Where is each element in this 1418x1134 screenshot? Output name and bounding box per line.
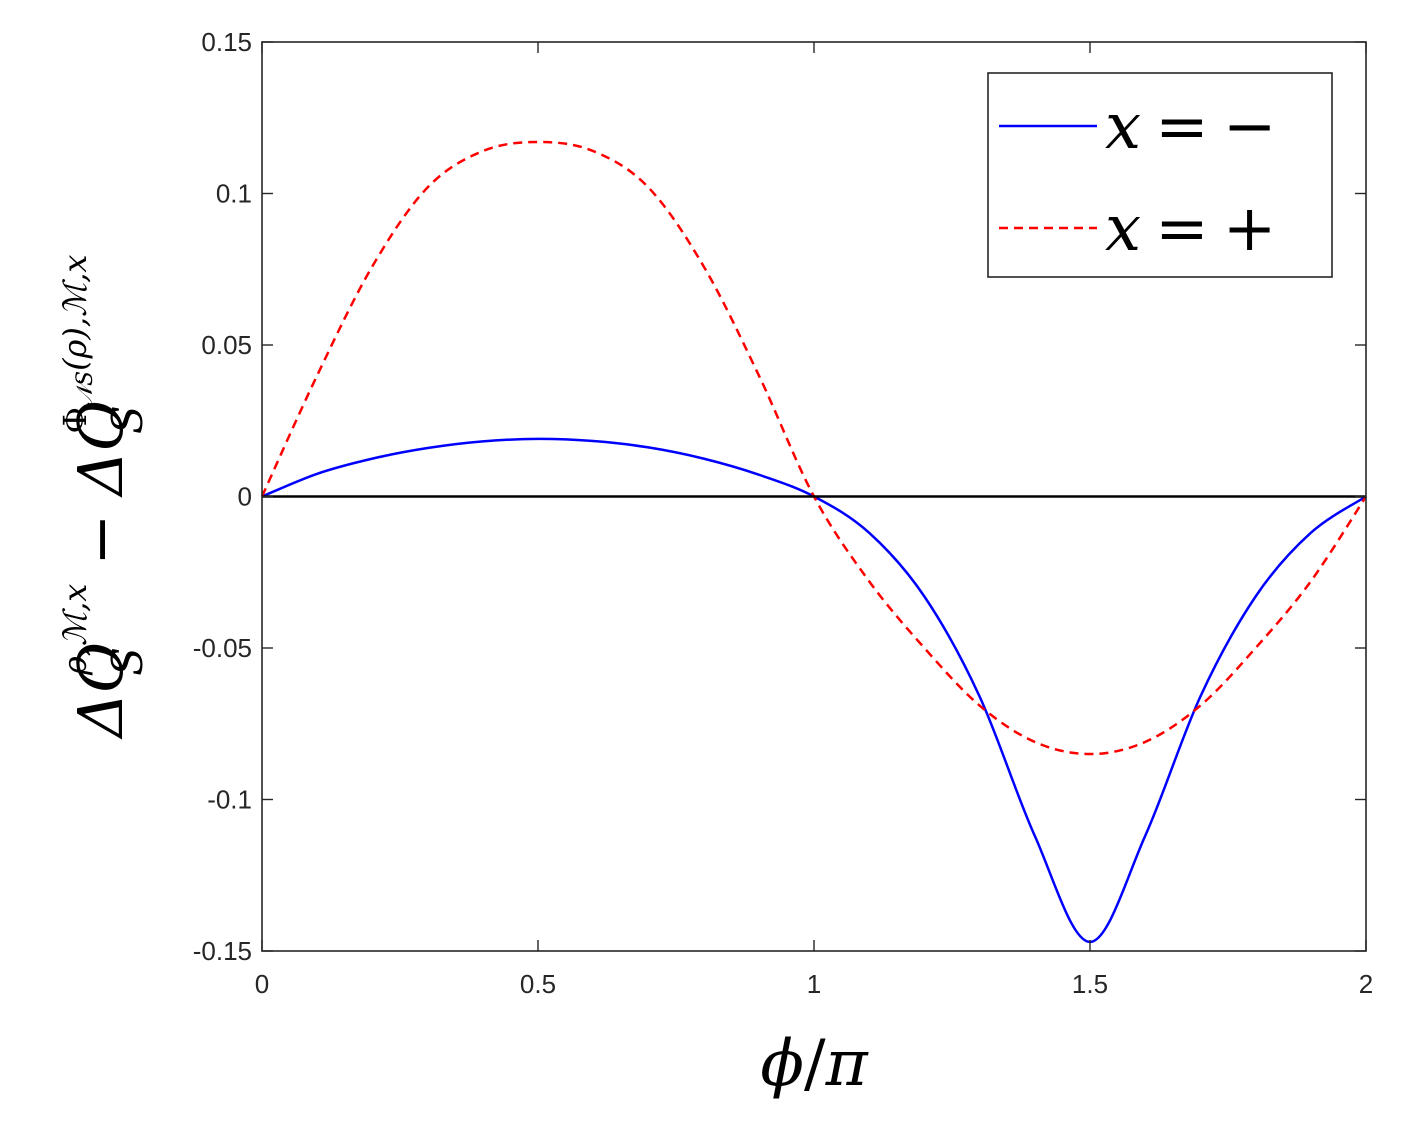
y-label-sub-2: S [103,405,152,434]
x-tick-label: 0.5 [520,969,556,999]
x-tick-label: 1 [807,969,821,999]
y-tick-label: 0 [238,482,252,512]
y-tick-label: -0.05 [193,633,252,663]
x-label-sep: / [804,1027,826,1101]
series-line-x-plus [260,140,1368,756]
legend-var: x [1105,192,1141,266]
y-label-lead: ΔO [64,642,137,740]
y-label-sup2-base: Φ [56,407,94,433]
x-tick-label: 2 [1359,969,1373,999]
legend-box [987,72,1333,278]
y-label-minus: − [64,514,137,566]
y-label-sub: S [103,647,152,676]
series-layer [260,140,1368,944]
y-label-lead-2: ΔO [64,400,137,498]
y-label-sup1: ρ,ℳ,x [56,584,94,676]
x-tick-label: 0 [255,969,269,999]
x-label-var: ϕ [760,1027,804,1101]
y-axis-label: ΔOSρ,ℳ,x−ΔOSΦ𝒩S(ρ),ℳ,x [56,255,152,740]
legend-var: x [1105,90,1141,164]
y-tick-label: 0.1 [216,179,252,209]
x-label-den: π [825,1027,869,1101]
x-tick-label: 1.5 [1072,969,1108,999]
y-label-sup2-rest: (ρ),ℳ,x [56,255,94,371]
y-tick-label: -0.15 [193,936,252,966]
x-axis-label: ϕ/π [760,1027,868,1101]
legend-sign: − [1223,90,1277,164]
legend-op: = [1155,192,1209,266]
y-tick-label: 0.05 [201,330,252,360]
legend-label-x-plus: x = + [1105,192,1276,266]
legend-label-x-minus: x = − [1105,90,1276,164]
y-label-sup2-sub: 𝒩S [73,371,98,407]
ticks-layer: 0 0.5 1 1.5 2 -0.15 -0.1 -0.05 0 0.05 0.1 0.15 [193,27,1374,999]
y-tick-label: 0.15 [201,27,252,57]
legend-op: = [1155,90,1209,164]
legend: x = − x = + [987,72,1333,278]
legend-sign: + [1223,192,1277,266]
y-tick-label: -0.1 [207,785,252,815]
